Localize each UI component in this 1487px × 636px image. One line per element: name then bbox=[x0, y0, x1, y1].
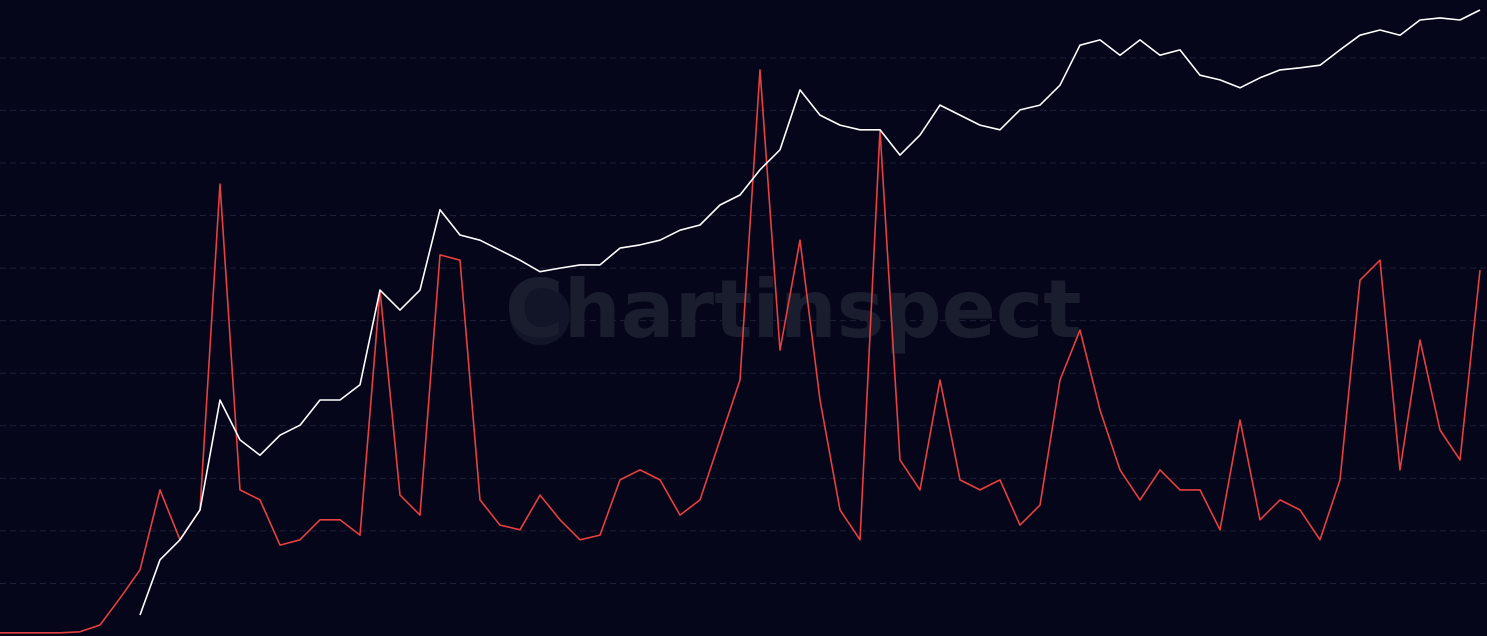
grid bbox=[0, 57, 1487, 584]
series-line bbox=[139, 9, 1481, 616]
lines bbox=[0, 9, 1481, 634]
watermark-logo bbox=[510, 285, 570, 345]
series-line bbox=[0, 69, 1481, 634]
